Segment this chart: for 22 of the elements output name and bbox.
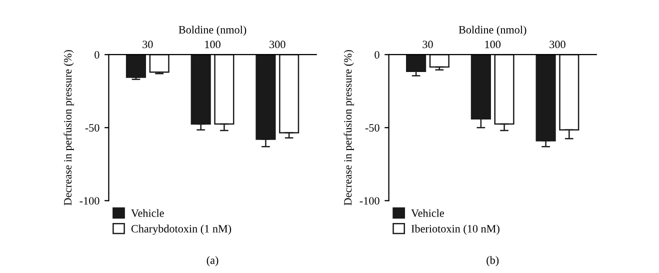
x-tick-label: 30 [422, 40, 433, 48]
x-tick-label: 100 [205, 40, 220, 48]
y-axis-title: Decrease in perfusion pressure (%) [64, 50, 74, 206]
x-tick-label: 100 [485, 40, 501, 48]
y-tick-label: -50 [85, 124, 100, 132]
y-axis-title: Decrease in perfusion pressure (%) [344, 50, 354, 206]
legend-label: Charybdotoxin (1 nM) [131, 224, 232, 235]
y-tick-label: 0 [374, 51, 380, 59]
x-axis-title: Boldine (nmol) [178, 26, 246, 36]
text: (a) [206, 256, 218, 266]
y-tick-label: 0 [94, 51, 100, 59]
x-axis-title: Boldine (nmol) [458, 26, 526, 36]
x-tick-label: 30 [142, 40, 153, 48]
x-tick-label: 300 [550, 40, 566, 48]
y-tick-label: -100 [80, 197, 100, 205]
y-tick-label: -100 [360, 197, 380, 205]
legend-label: Vehicle [411, 209, 444, 217]
legend-label: Iberiotoxin (10 nM) [411, 224, 500, 235]
legend-label: Vehicle [131, 209, 164, 217]
y-tick-label: -50 [365, 124, 380, 132]
text: (b) [486, 256, 499, 266]
x-tick-label: 300 [270, 40, 286, 48]
